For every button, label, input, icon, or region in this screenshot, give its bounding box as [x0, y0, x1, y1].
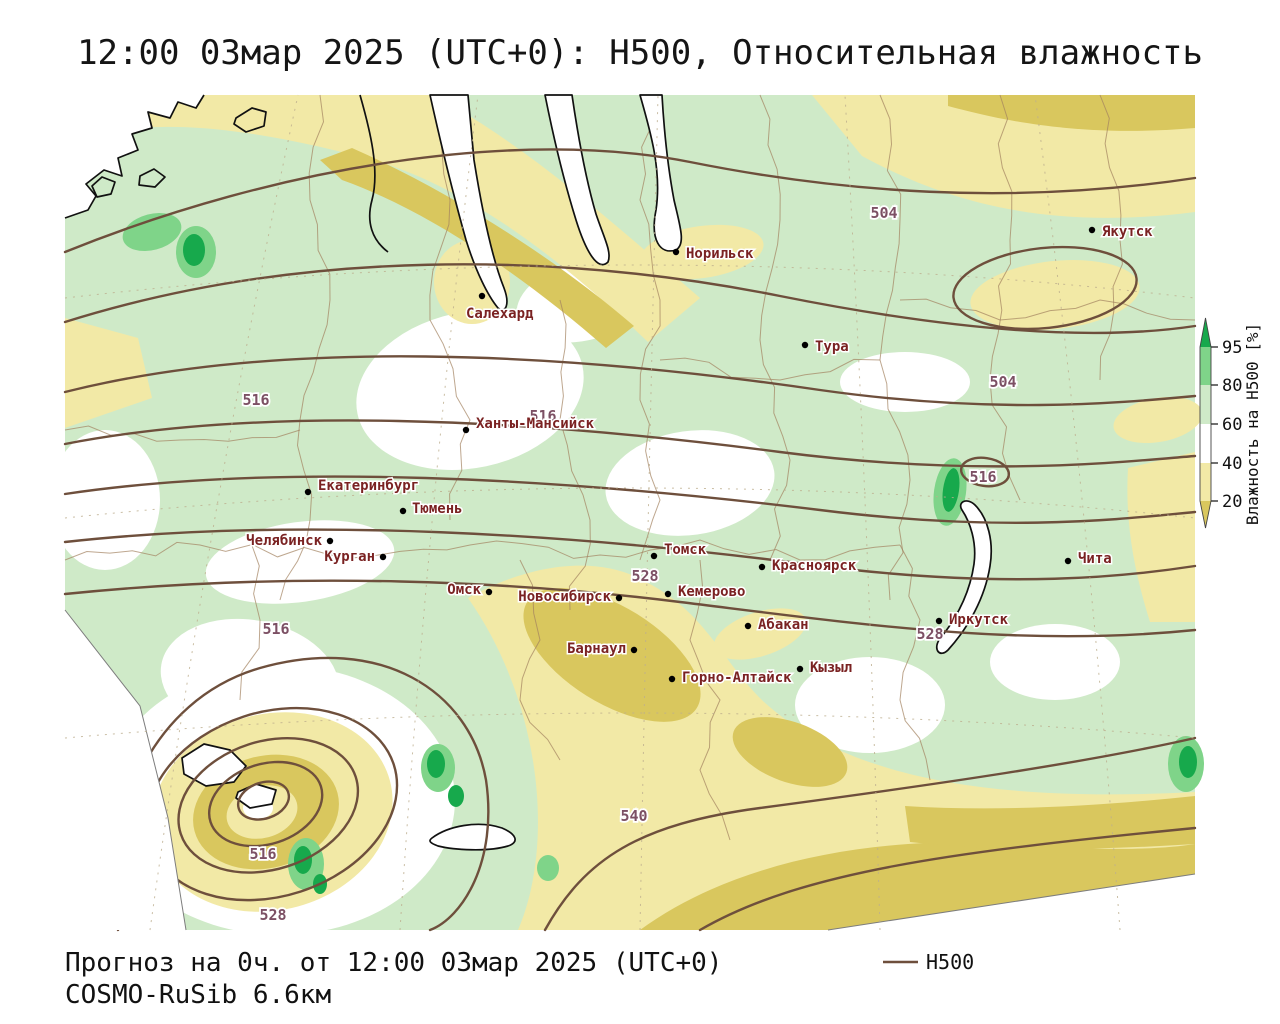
contour-label: 516 — [969, 468, 996, 486]
city-dot — [485, 588, 493, 596]
city-label: Барнаул — [567, 641, 626, 657]
city-dot — [304, 488, 312, 496]
city-label: Тюмень — [412, 501, 463, 517]
colorbar-tick-label: 80 — [1222, 376, 1242, 396]
city-label: Якутск — [1102, 224, 1153, 240]
contour-label: 504 — [989, 373, 1016, 391]
city-label: Кызыл — [810, 660, 852, 676]
city-dot — [379, 553, 387, 561]
city-dot — [758, 563, 766, 571]
colorbar-label: Влажность на H500 [%] — [1243, 323, 1262, 525]
contour-label: 528 — [916, 625, 943, 643]
border-line — [469, 539, 901, 561]
legend-h500-label: H500 — [926, 950, 974, 974]
colorbar-ticks: 95 80 60 40 20 — [1211, 338, 1242, 512]
contour-label: 540 — [620, 807, 647, 825]
legend: H500 — [883, 950, 974, 974]
city-markers: Якутск Норильск Салехард Тура Ханты-Мансийск… — [245, 223, 1155, 688]
city-dot — [462, 426, 470, 434]
city-dot — [935, 617, 943, 625]
footer-model-line: COSMO-RuSib 6.6км — [65, 980, 331, 1010]
city-dot — [664, 590, 672, 598]
colorbar-tick-label: 95 — [1222, 338, 1242, 358]
border-line — [659, 357, 881, 381]
humidity-shading — [50, 95, 1204, 935]
region-borders — [64, 94, 1196, 841]
city-dot — [801, 341, 809, 349]
city-dot — [399, 507, 407, 515]
contour-label: 504 — [870, 204, 897, 222]
city-dot — [796, 665, 804, 673]
contour-label: 528 — [259, 906, 286, 924]
city-label: Абакан — [758, 617, 809, 633]
city-label: Новосибирск — [518, 589, 611, 605]
border-line — [899, 298, 1196, 321]
city-label: Курган — [324, 549, 375, 565]
city-label: Горно-Алтайск — [682, 670, 792, 686]
page-title: 12:00 03мар 2025 (UTC+0): H500, Относите… — [77, 33, 1203, 73]
border-line — [519, 559, 561, 761]
border-line — [64, 425, 301, 442]
city-dot — [672, 248, 680, 256]
border-line — [759, 94, 791, 561]
city-label: Томск — [664, 542, 707, 558]
colorbar-tick-label: 20 — [1222, 492, 1242, 512]
city-dot — [326, 537, 334, 545]
city-label: Екатеринбург — [318, 478, 419, 494]
humidity-colorbar: 95 80 60 40 20 Влажность на H500 [%] — [1199, 317, 1262, 529]
lake-baikal — [935, 500, 993, 655]
border-line — [64, 541, 471, 561]
colorbar-tick-label: 40 — [1222, 454, 1242, 474]
city-label: Чита — [1078, 551, 1112, 567]
city-label: Тура — [815, 339, 849, 355]
contour-label: 528 — [631, 567, 658, 585]
border-line — [429, 94, 471, 521]
border-line — [559, 299, 591, 611]
city-dot — [630, 646, 638, 654]
contour-label: 516 — [249, 845, 276, 863]
contour-label: 516 — [242, 391, 269, 409]
border-line — [989, 94, 1021, 501]
contour-label: 516 — [262, 620, 289, 638]
city-dot — [650, 552, 658, 560]
h500-contours — [63, 148, 1197, 932]
footer-forecast-line: Прогноз на 0ч. от 12:00 03мар 2025 (UTC+… — [65, 948, 722, 978]
city-dot — [478, 292, 486, 300]
contour-label: 516 — [529, 407, 556, 425]
city-label: Ханты-Мансийск — [476, 416, 595, 432]
graticule — [64, 94, 1196, 931]
border-line — [239, 539, 261, 701]
coastline — [64, 94, 993, 851]
city-dot — [615, 594, 623, 602]
city-dot — [1064, 557, 1072, 565]
colorbar-tick-label: 60 — [1222, 415, 1242, 435]
city-dot — [668, 675, 676, 683]
border-line — [899, 544, 931, 781]
border-line — [689, 559, 731, 841]
city-label: Красноярск — [772, 558, 857, 574]
city-dot — [1088, 226, 1096, 234]
border-line — [879, 94, 911, 601]
city-label: Челябинск — [246, 533, 322, 549]
city-label: Омск — [447, 582, 481, 598]
city-dot — [744, 622, 752, 630]
border-line — [639, 94, 661, 561]
map-edge — [64, 609, 1196, 931]
city-label: Норильск — [686, 246, 754, 262]
contour-labels: 504 504 516 516 516 528 516 528 540 516 528 — [241, 202, 1019, 926]
city-label: Салехард — [466, 306, 534, 322]
city-label: Иркутск — [949, 612, 1009, 628]
city-label: Кемерово — [678, 584, 745, 600]
